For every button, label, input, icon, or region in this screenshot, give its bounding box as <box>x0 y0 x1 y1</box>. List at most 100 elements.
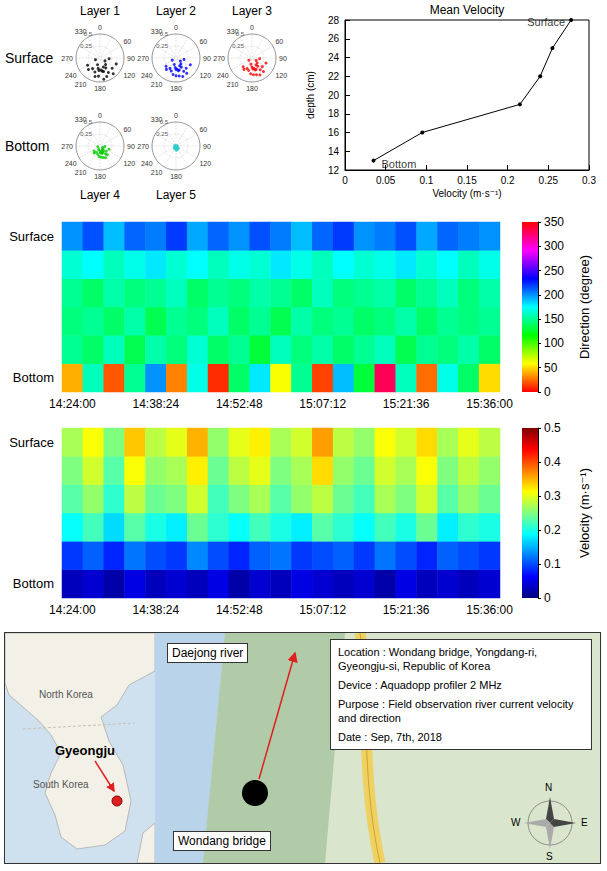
svg-text:100: 100 <box>544 336 564 350</box>
svg-text:0.2: 0.2 <box>544 523 561 537</box>
svg-text:270: 270 <box>137 55 149 62</box>
svg-text:300: 300 <box>544 239 564 253</box>
svg-text:0.5: 0.5 <box>236 31 245 37</box>
svg-text:120: 120 <box>123 160 135 167</box>
svg-text:Layer 1: Layer 1 <box>80 4 120 18</box>
svg-text:Bottom: Bottom <box>381 158 416 170</box>
svg-text:350: 350 <box>544 215 564 229</box>
svg-text:0.5: 0.5 <box>160 31 169 37</box>
svg-text:210: 210 <box>227 81 239 88</box>
svg-text:Velocity (m·s⁻¹): Velocity (m·s⁻¹) <box>577 468 592 558</box>
svg-text:14:52:48: 14:52:48 <box>216 603 263 617</box>
svg-text:180: 180 <box>170 85 182 92</box>
svg-text:0.3: 0.3 <box>582 175 596 186</box>
svg-text:60: 60 <box>199 126 207 133</box>
svg-text:180: 180 <box>170 173 182 180</box>
svg-text:210: 210 <box>151 81 163 88</box>
svg-text:Surface: Surface <box>9 229 54 244</box>
svg-text:180: 180 <box>94 173 106 180</box>
svg-text:60: 60 <box>275 38 283 45</box>
svg-text:18: 18 <box>328 108 340 119</box>
svg-text:250: 250 <box>544 264 564 278</box>
svg-text:120: 120 <box>199 160 211 167</box>
svg-text:0.15: 0.15 <box>457 175 477 186</box>
svg-text:0: 0 <box>98 24 102 31</box>
svg-text:0: 0 <box>544 385 551 399</box>
svg-text:14:38:24: 14:38:24 <box>132 397 179 411</box>
svg-text:Mean Velocity: Mean Velocity <box>430 3 505 17</box>
svg-text:Direction (degree): Direction (degree) <box>577 255 592 359</box>
svg-text:Layer 4: Layer 4 <box>80 188 120 202</box>
svg-text:210: 210 <box>75 81 87 88</box>
svg-text:200: 200 <box>544 288 564 302</box>
svg-text:0.25: 0.25 <box>539 175 559 186</box>
svg-text:0.05: 0.05 <box>376 175 396 186</box>
svg-text:210: 210 <box>151 169 163 176</box>
svg-text:0.5: 0.5 <box>84 119 93 125</box>
svg-text:14:24:00: 14:24:00 <box>49 397 96 411</box>
svg-text:0.1: 0.1 <box>544 557 561 571</box>
svg-text:Bottom: Bottom <box>13 370 54 385</box>
svg-text:26: 26 <box>328 33 340 44</box>
svg-text:270: 270 <box>61 143 73 150</box>
svg-text:120: 120 <box>275 72 287 79</box>
svg-text:12: 12 <box>328 165 340 176</box>
svg-text:240: 240 <box>65 72 77 79</box>
svg-text:270: 270 <box>213 55 225 62</box>
svg-text:0: 0 <box>174 112 178 119</box>
svg-text:15:07:12: 15:07:12 <box>299 397 346 411</box>
svg-text:15:36:00: 15:36:00 <box>466 603 513 617</box>
svg-text:22: 22 <box>328 71 340 82</box>
svg-text:60: 60 <box>123 126 131 133</box>
svg-text:Layer 3: Layer 3 <box>232 4 272 18</box>
svg-text:Bottom: Bottom <box>5 138 49 154</box>
svg-text:0.5: 0.5 <box>544 421 561 435</box>
svg-text:120: 120 <box>123 72 135 79</box>
svg-text:180: 180 <box>246 85 258 92</box>
svg-text:90: 90 <box>127 143 135 150</box>
svg-text:60: 60 <box>199 38 207 45</box>
svg-text:0: 0 <box>250 24 254 31</box>
svg-text:240: 240 <box>141 72 153 79</box>
svg-text:Bottom: Bottom <box>13 576 54 591</box>
svg-text:Surface: Surface <box>5 50 53 66</box>
svg-text:0.25: 0.25 <box>156 131 168 137</box>
svg-text:0.25: 0.25 <box>80 131 92 137</box>
svg-text:50: 50 <box>544 361 558 375</box>
svg-text:15:21:36: 15:21:36 <box>383 397 430 411</box>
svg-text:0: 0 <box>544 591 551 605</box>
svg-text:120: 120 <box>199 72 211 79</box>
svg-text:270: 270 <box>61 55 73 62</box>
svg-text:0: 0 <box>342 175 348 186</box>
svg-text:depth (cm): depth (cm) <box>305 71 316 119</box>
svg-text:240: 240 <box>217 72 229 79</box>
svg-text:90: 90 <box>279 55 287 62</box>
svg-text:60: 60 <box>123 38 131 45</box>
svg-text:Surface: Surface <box>9 435 54 450</box>
svg-text:16: 16 <box>328 127 340 138</box>
svg-text:0.5: 0.5 <box>84 31 93 37</box>
svg-text:0: 0 <box>98 112 102 119</box>
svg-text:0.25: 0.25 <box>80 43 92 49</box>
svg-text:240: 240 <box>141 160 153 167</box>
svg-text:0.2: 0.2 <box>501 175 515 186</box>
svg-text:24: 24 <box>328 52 340 63</box>
svg-text:14:52:48: 14:52:48 <box>216 397 263 411</box>
svg-text:Velocity (m·s⁻¹): Velocity (m·s⁻¹) <box>432 188 501 199</box>
svg-text:150: 150 <box>544 312 564 326</box>
svg-text:20: 20 <box>328 90 340 101</box>
svg-text:15:36:00: 15:36:00 <box>466 397 513 411</box>
svg-text:15:21:36: 15:21:36 <box>383 603 430 617</box>
svg-text:0: 0 <box>174 24 178 31</box>
svg-text:180: 180 <box>94 85 106 92</box>
svg-text:14: 14 <box>328 146 340 157</box>
svg-text:0.25: 0.25 <box>232 43 244 49</box>
svg-text:0.4: 0.4 <box>544 455 561 469</box>
svg-text:0.5: 0.5 <box>160 119 169 125</box>
svg-text:210: 210 <box>75 169 87 176</box>
svg-text:0.1: 0.1 <box>419 175 433 186</box>
svg-text:270: 270 <box>137 143 149 150</box>
svg-text:90: 90 <box>127 55 135 62</box>
svg-text:0.3: 0.3 <box>544 489 561 503</box>
svg-text:14:38:24: 14:38:24 <box>132 603 179 617</box>
